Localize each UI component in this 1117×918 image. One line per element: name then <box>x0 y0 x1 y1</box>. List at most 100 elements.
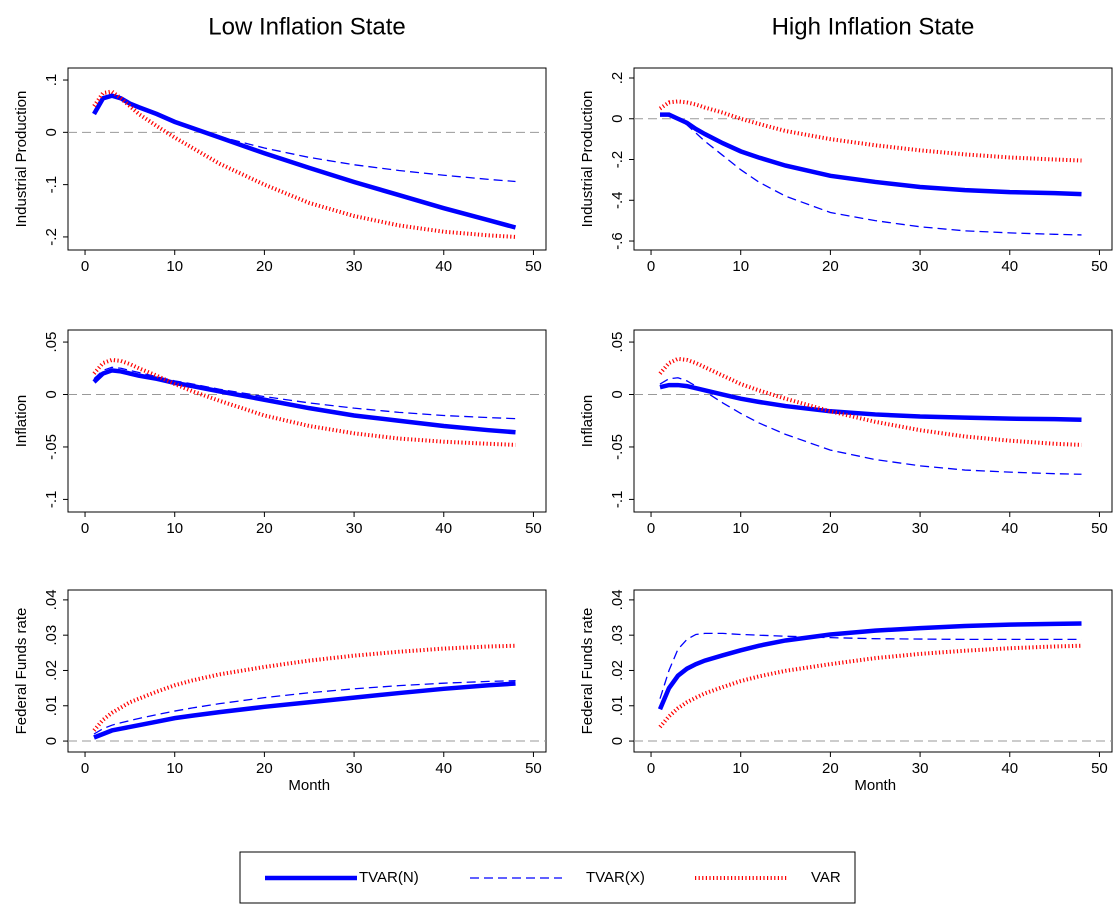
series-line <box>657 621 1082 711</box>
x-axis-label: Month <box>288 777 330 794</box>
x-tick-label: 20 <box>822 258 839 275</box>
x-tick-label: 20 <box>822 760 839 777</box>
series-line <box>658 643 1082 729</box>
x-tick-label: 0 <box>81 258 89 275</box>
y-tick-label: .1 <box>43 74 60 87</box>
series-line <box>92 93 517 230</box>
y-tick-label: -.2 <box>609 151 626 169</box>
y-axis-label: Federal Funds rate <box>579 608 596 735</box>
series-line <box>92 368 516 435</box>
series-line <box>92 357 516 447</box>
y-tick-label: .04 <box>43 589 60 610</box>
x-tick-label: 50 <box>1091 520 1108 537</box>
legend-label: TVAR(N) <box>359 869 419 886</box>
legend-label: TVAR(X) <box>586 869 645 886</box>
y-tick-label: .03 <box>43 625 60 646</box>
x-tick-label: 40 <box>1001 760 1018 777</box>
y-tick-label: 0 <box>609 115 626 123</box>
y-tick-label: -.05 <box>43 434 60 460</box>
x-tick-label: 20 <box>256 760 273 777</box>
x-tick-label: 50 <box>525 258 542 275</box>
x-tick-label: 0 <box>647 258 655 275</box>
y-tick-label: -.6 <box>609 232 626 250</box>
y-axis-label: Industrial Production <box>579 91 596 228</box>
plot-frame <box>633 589 1113 753</box>
x-tick-label: 50 <box>1091 258 1108 275</box>
x-tick-label: 10 <box>166 520 183 537</box>
series-line <box>659 382 1082 422</box>
x-tick-label: 30 <box>912 520 929 537</box>
series-line <box>659 632 1082 699</box>
x-tick-label: 50 <box>1091 760 1108 777</box>
y-tick-label: -.1 <box>609 491 626 509</box>
y-tick-label: .03 <box>609 625 626 646</box>
x-tick-label: 40 <box>1001 520 1018 537</box>
series-line <box>658 99 1082 163</box>
y-tick-label: -.1 <box>43 491 60 509</box>
y-tick-label: .05 <box>609 332 626 353</box>
column-title: High Inflation State <box>772 13 975 40</box>
x-tick-label: 40 <box>1001 258 1018 275</box>
x-tick-label: 10 <box>166 258 183 275</box>
series-line <box>660 114 1082 236</box>
x-tick-label: 30 <box>346 258 363 275</box>
x-tick-label: 0 <box>81 760 89 777</box>
x-tick-label: 40 <box>435 760 452 777</box>
y-tick-label: .02 <box>609 660 626 681</box>
series-line <box>92 89 516 239</box>
series-line <box>658 356 1082 447</box>
y-axis-label: Inflation <box>579 395 596 448</box>
plot-frame <box>67 589 547 753</box>
y-axis-label: Industrial Production <box>13 91 30 228</box>
y-axis-label: Inflation <box>13 395 30 448</box>
x-tick-label: 0 <box>647 520 655 537</box>
y-tick-label: .01 <box>609 695 626 716</box>
y-tick-label: -.1 <box>43 176 60 194</box>
plot-frame <box>633 329 1113 513</box>
x-tick-label: 10 <box>732 760 749 777</box>
legend-label: VAR <box>811 869 841 886</box>
y-tick-label: 0 <box>609 737 626 745</box>
series-line <box>660 112 1082 197</box>
x-tick-label: 40 <box>435 520 452 537</box>
x-tick-label: 30 <box>912 258 929 275</box>
x-tick-label: 20 <box>256 520 273 537</box>
y-tick-label: 0 <box>43 128 60 136</box>
x-tick-label: 10 <box>166 760 183 777</box>
y-tick-label: .05 <box>43 332 60 353</box>
plot-frame <box>67 329 547 513</box>
x-tick-label: 50 <box>525 520 542 537</box>
series-line <box>92 643 516 732</box>
y-tick-label: .01 <box>43 695 60 716</box>
plot-frame <box>633 67 1113 251</box>
y-tick-label: .04 <box>609 589 626 610</box>
y-tick-label: -.4 <box>609 192 626 210</box>
series-line <box>93 680 516 735</box>
y-tick-label: -.2 <box>43 228 60 246</box>
series-line <box>659 377 1082 475</box>
x-tick-label: 20 <box>256 258 273 275</box>
y-axis-label: Federal Funds rate <box>13 608 30 735</box>
y-tick-label: 0 <box>43 390 60 398</box>
y-tick-label: 0 <box>609 390 626 398</box>
x-tick-label: 40 <box>435 258 452 275</box>
x-tick-label: 30 <box>912 760 929 777</box>
y-tick-label: .02 <box>43 660 60 681</box>
series-line <box>93 366 516 420</box>
x-tick-label: 10 <box>732 258 749 275</box>
plot-frame <box>67 67 547 251</box>
x-tick-label: 30 <box>346 760 363 777</box>
y-tick-label: .2 <box>609 72 626 85</box>
x-tick-label: 50 <box>525 760 542 777</box>
x-axis-label: Month <box>854 777 896 794</box>
x-tick-label: 20 <box>822 520 839 537</box>
x-tick-label: 30 <box>346 520 363 537</box>
x-tick-label: 0 <box>647 760 655 777</box>
y-tick-label: 0 <box>43 737 60 745</box>
x-tick-label: 0 <box>81 520 89 537</box>
series-line <box>93 681 516 740</box>
x-tick-label: 10 <box>732 520 749 537</box>
column-title: Low Inflation State <box>208 13 405 40</box>
y-tick-label: -.05 <box>609 434 626 460</box>
